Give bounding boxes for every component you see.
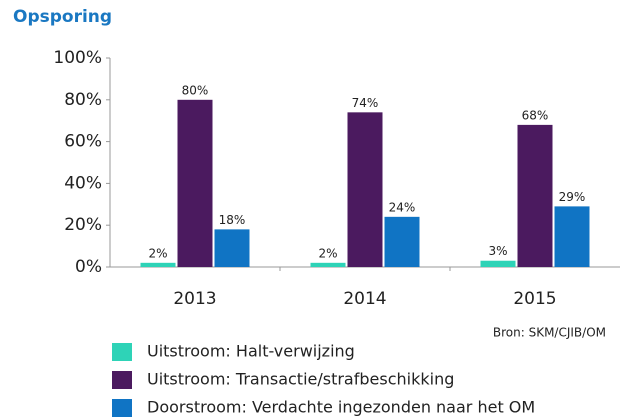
value-label: 80% (182, 83, 209, 97)
x-tick-label: 2013 (173, 289, 216, 309)
value-label: 3% (488, 244, 507, 258)
chart-title: Opsporing (13, 7, 112, 27)
value-label: 2% (148, 246, 167, 260)
bar (480, 260, 516, 267)
bar (177, 99, 213, 267)
legend-label: Uitstroom: Halt-verwijzing (147, 342, 355, 361)
bar (310, 262, 346, 267)
bar (140, 262, 176, 267)
y-tick-label: 100% (53, 48, 102, 68)
y-tick-label: 80% (64, 90, 102, 110)
value-label: 74% (352, 96, 379, 110)
value-label: 18% (219, 213, 246, 227)
x-tick-label: 2014 (343, 289, 386, 309)
legend-swatch (112, 399, 132, 417)
y-tick-label: 0% (75, 257, 102, 277)
source-note: Bron: SKM/CJIB/OM (493, 326, 606, 340)
bar (347, 112, 383, 267)
legend-label: Doorstroom: Verdachte ingezonden naar he… (147, 398, 535, 417)
bar (554, 206, 590, 267)
y-tick-label: 40% (64, 173, 102, 193)
y-tick-label: 60% (64, 132, 102, 152)
y-tick-label: 20% (64, 215, 102, 235)
bar (214, 229, 250, 267)
x-tick-label: 2015 (513, 289, 556, 309)
value-label: 68% (522, 108, 549, 122)
value-label: 2% (318, 246, 337, 260)
legend-swatch (112, 343, 132, 361)
value-label: 24% (389, 200, 416, 214)
legend-label: Uitstroom: Transactie/strafbeschikking (147, 370, 454, 389)
bar (384, 216, 420, 267)
legend-swatch (112, 371, 132, 389)
value-label: 29% (559, 190, 586, 204)
bar (517, 124, 553, 267)
